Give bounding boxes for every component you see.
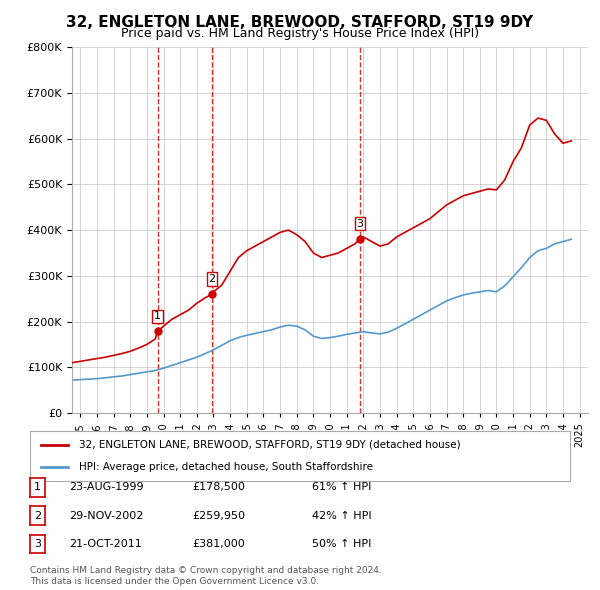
Text: £259,950: £259,950 [192,511,245,520]
Text: 29-NOV-2002: 29-NOV-2002 [69,511,143,520]
Text: £381,000: £381,000 [192,539,245,549]
Text: HPI: Average price, detached house, South Staffordshire: HPI: Average price, detached house, Sout… [79,462,373,472]
Text: 3: 3 [34,539,41,549]
Text: This data is licensed under the Open Government Licence v3.0.: This data is licensed under the Open Gov… [30,577,319,586]
Text: 32, ENGLETON LANE, BREWOOD, STAFFORD, ST19 9DY: 32, ENGLETON LANE, BREWOOD, STAFFORD, ST… [67,15,533,30]
Text: Contains HM Land Registry data © Crown copyright and database right 2024.: Contains HM Land Registry data © Crown c… [30,566,382,575]
Text: 61% ↑ HPI: 61% ↑ HPI [312,483,371,492]
Text: 23-AUG-1999: 23-AUG-1999 [69,483,143,492]
Text: £178,500: £178,500 [192,483,245,492]
Text: 1: 1 [34,483,41,492]
Text: 2: 2 [208,274,215,284]
Text: 21-OCT-2011: 21-OCT-2011 [69,539,142,549]
Text: Price paid vs. HM Land Registry's House Price Index (HPI): Price paid vs. HM Land Registry's House … [121,27,479,40]
Text: 3: 3 [356,219,364,229]
Text: 2: 2 [34,511,41,520]
Text: 32, ENGLETON LANE, BREWOOD, STAFFORD, ST19 9DY (detached house): 32, ENGLETON LANE, BREWOOD, STAFFORD, ST… [79,440,460,450]
Text: 42% ↑ HPI: 42% ↑ HPI [312,511,371,520]
Text: 1: 1 [154,312,161,322]
Text: 50% ↑ HPI: 50% ↑ HPI [312,539,371,549]
